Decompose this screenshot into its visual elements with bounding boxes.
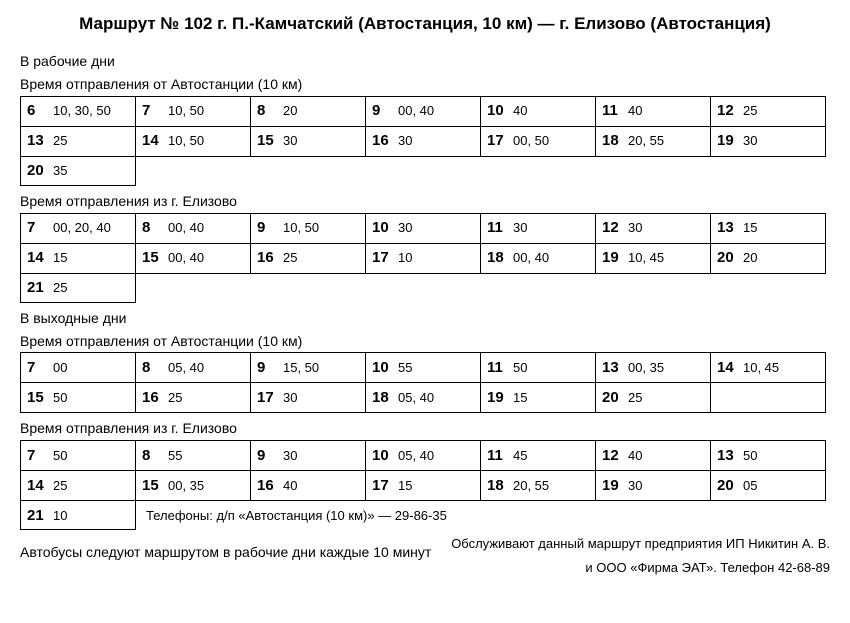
table-row: 1325 1410, 50 1530 1630 1700, 50 1820, 5… (21, 126, 826, 156)
from-avtostation-label-1: Время отправления от Автостанции (10 км) (20, 75, 830, 94)
table-workdays-from-avtostation: 610, 30, 50 710, 50 820 900, 40 1040 114… (20, 96, 826, 157)
table-weekends-from-avtostation: 700 805, 40 915, 50 1055 1150 1300, 35 1… (20, 352, 826, 413)
table-row: 1415 1500, 40 1625 1710 1800, 40 1910, 4… (21, 243, 826, 273)
time-cell: 2035 (20, 156, 136, 186)
table-row: 610, 30, 50 710, 50 820 900, 40 1040 114… (21, 96, 826, 126)
operators-block: Обслуживают данный маршрут предприятия И… (451, 532, 830, 579)
table-tail-row: 2125 (20, 273, 830, 303)
page-title: Маршрут № 102 г. П.-Камчатский (Автостан… (20, 14, 830, 34)
table-row: 750 855 930 1005, 40 1145 1240 1350 (21, 441, 826, 471)
table-row: 700, 20, 40 800, 40 910, 50 1030 1130 12… (21, 213, 826, 243)
weekends-label: В выходные дни (20, 309, 830, 328)
table-row: 700 805, 40 915, 50 1055 1150 1300, 35 1… (21, 353, 826, 383)
table-weekends-from-elizovo: 750 855 930 1005, 40 1145 1240 1350 1425… (20, 440, 826, 501)
table-row: 1550 1625 1730 1805, 40 1915 2025 (21, 383, 826, 413)
table-tail-row: 2035 (20, 156, 830, 186)
operators-line2: и ООО «Фирма ЭАТ». Телефон 42-68-89 (451, 556, 830, 579)
time-cell: 2125 (20, 273, 136, 303)
timetable-page: Маршрут № 102 г. П.-Камчатский (Автостан… (0, 0, 850, 593)
workdays-label: В рабочие дни (20, 52, 830, 71)
operators-line1: Обслуживают данный маршрут предприятия И… (451, 532, 830, 555)
time-cell: 2110 (20, 500, 136, 530)
from-avtostation-label-2: Время отправления от Автостанции (10 км) (20, 332, 830, 351)
from-elizovo-label-2: Время отправления из г. Елизово (20, 419, 830, 438)
from-elizovo-label-1: Время отправления из г. Елизово (20, 192, 830, 211)
frequency-note: Автобусы следуют маршрутом в рабочие дни… (20, 544, 431, 560)
phones-line: Телефоны: д/п «Автостанция (10 км)» — 29… (136, 508, 447, 523)
table-row: 1425 1500, 35 1640 1715 1820, 55 1930 20… (21, 471, 826, 501)
table-tail-row: 2110 Телефоны: д/п «Автостанция (10 км)»… (20, 500, 830, 530)
table-workdays-from-elizovo: 700, 20, 40 800, 40 910, 50 1030 1130 12… (20, 213, 826, 274)
